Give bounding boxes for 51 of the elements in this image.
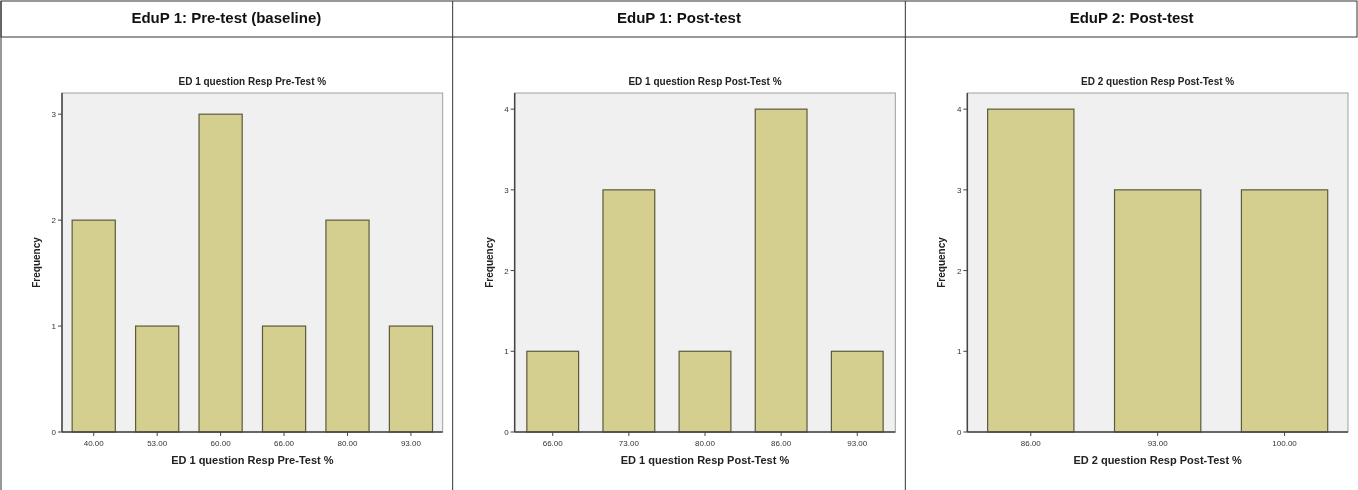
bar	[754, 108, 808, 433]
y-tick-label: 0	[51, 428, 57, 437]
y-tick-label: 2	[51, 216, 57, 226]
y-tick-label: 0	[956, 428, 962, 437]
y-axis-title: Frequency	[936, 236, 948, 288]
x-axis-title: ED 1 question Resp Post-Test %	[620, 454, 790, 466]
bar	[678, 350, 732, 433]
x-tick-label: 80.00	[694, 439, 716, 448]
chart-title: EduP 1: Post-test	[617, 9, 741, 26]
bar	[261, 325, 307, 433]
x-tick-label: 86.00	[771, 439, 792, 448]
x-tick-label: 73.00	[618, 439, 640, 448]
bar	[830, 350, 884, 433]
bar	[602, 189, 656, 433]
y-tick-label: 3	[51, 110, 57, 120]
y-tick-label: 0	[504, 428, 510, 437]
x-tick-label: 93.00	[400, 439, 422, 448]
bar	[526, 350, 580, 433]
chart-subtitle: ED 1 question Resp Post-Test %	[628, 76, 782, 87]
bar	[388, 325, 434, 433]
x-axis-title: ED 2 question Resp Post-Test %	[1073, 454, 1243, 466]
y-tick-label: 3	[504, 185, 510, 195]
x-tick-label: 86.00	[1020, 439, 1042, 448]
y-tick-label: 3	[956, 185, 962, 195]
y-tick-label: 4	[504, 105, 510, 115]
chart-title: EduP 2: Post-test	[1069, 9, 1194, 26]
x-tick-label: 93.00	[1147, 439, 1169, 448]
chart-subtitle: ED 2 question Resp Post-Test %	[1081, 76, 1235, 87]
y-axis-title: Frequency	[31, 236, 42, 288]
y-tick-label: 1	[51, 322, 57, 332]
y-tick-label: 2	[956, 266, 962, 276]
y-tick-label: 1	[504, 347, 510, 357]
x-tick-label: 66.00	[542, 439, 564, 448]
y-tick-label: 2	[504, 266, 510, 276]
bar	[135, 325, 180, 433]
bar	[71, 219, 116, 433]
chart-subtitle: ED 1 question Resp Pre-Test %	[178, 76, 327, 87]
bar	[198, 113, 243, 433]
y-tick-label: 1	[956, 347, 962, 357]
chart-title: EduP 1: Pre-test (baseline)	[131, 9, 322, 26]
x-tick-label: 80.00	[337, 439, 359, 448]
x-tick-label: 60.00	[210, 439, 232, 448]
x-tick-label: 100.00	[1272, 439, 1298, 448]
x-tick-label: 53.00	[147, 439, 168, 448]
x-tick-label: 93.00	[847, 439, 868, 448]
x-tick-label: 66.00	[274, 439, 295, 448]
x-axis-title: ED 1 question Resp Pre-Test %	[171, 454, 334, 466]
bar	[325, 219, 370, 433]
x-tick-label: 40.00	[83, 439, 105, 448]
y-axis-title: Frequency	[483, 236, 495, 288]
y-tick-label: 4	[956, 105, 962, 115]
